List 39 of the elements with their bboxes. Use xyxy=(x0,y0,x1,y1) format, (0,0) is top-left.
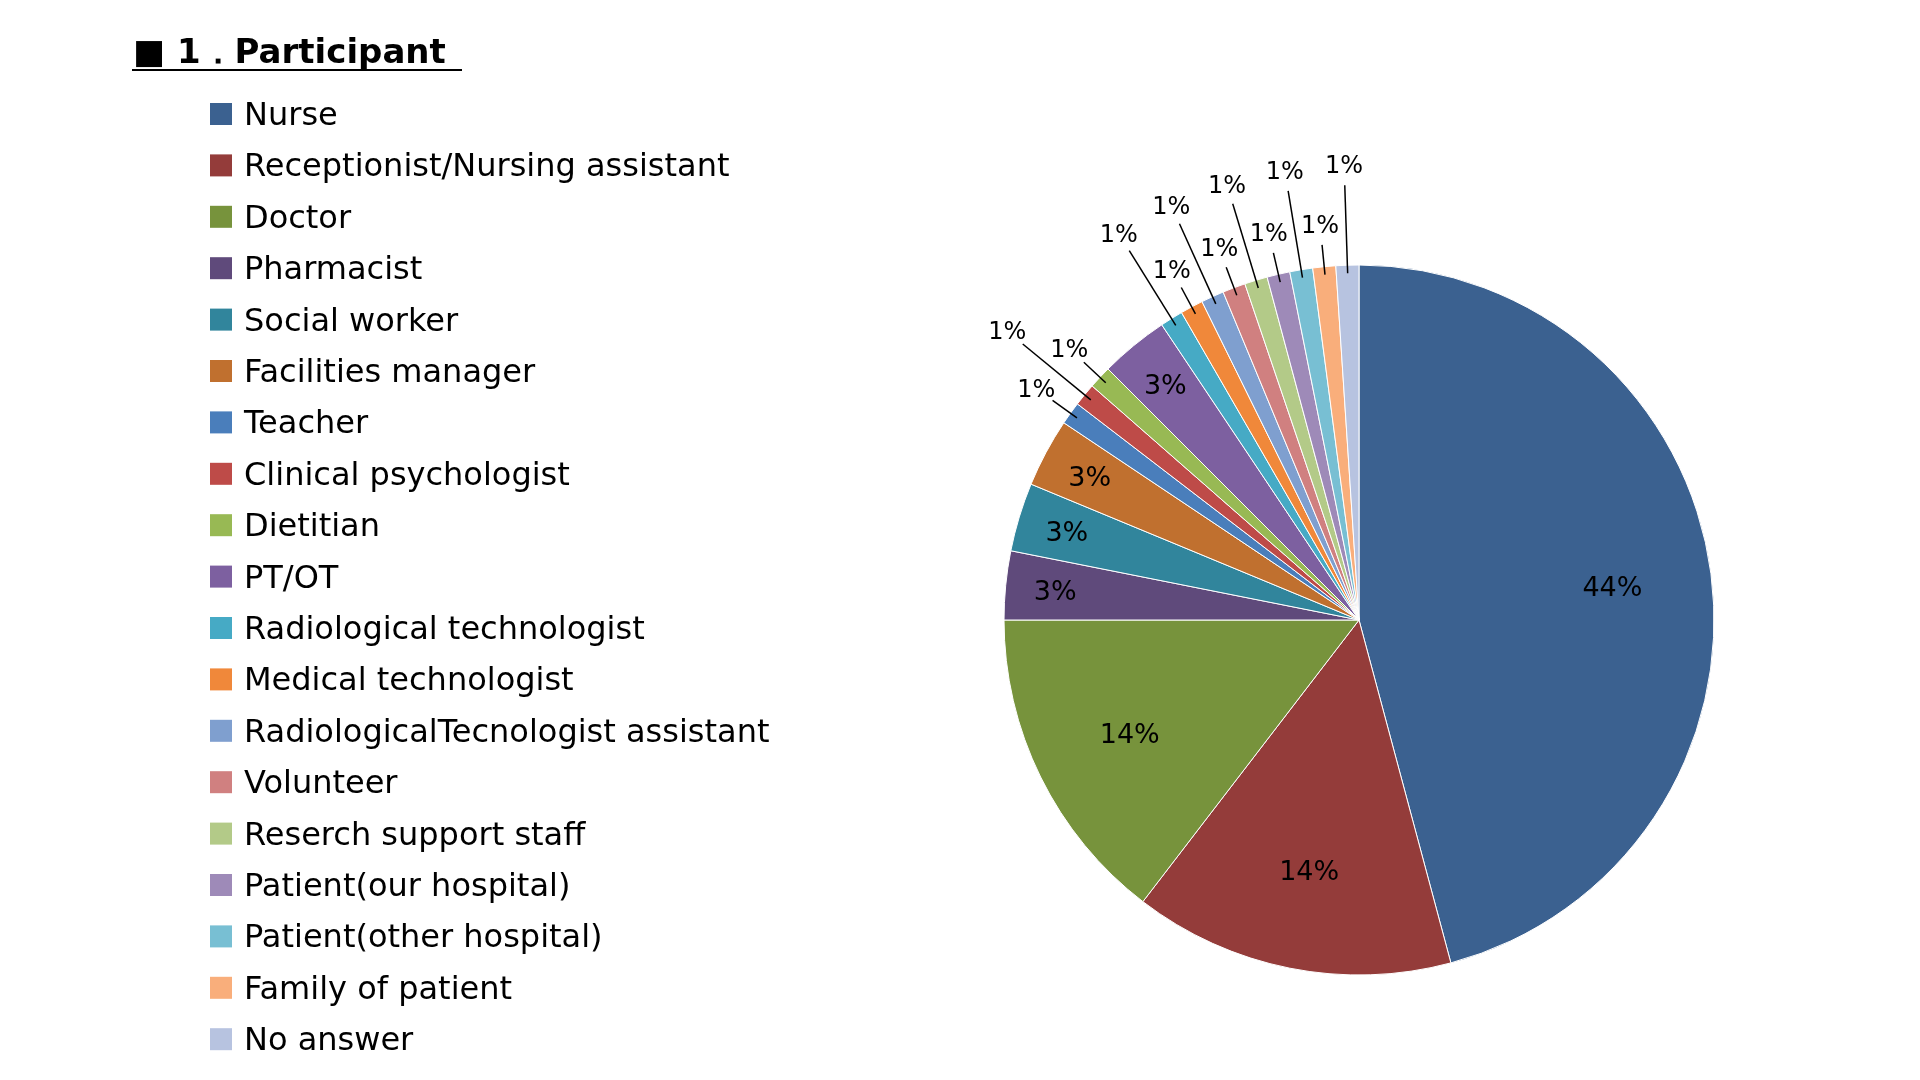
data-label: 1% xyxy=(988,317,1027,346)
legend-label: Nurse xyxy=(244,95,338,133)
legend-label: Medical technologist xyxy=(244,660,574,699)
legend-label: Receptionist/Nursing assistant xyxy=(244,146,730,185)
data-label: 3% xyxy=(1045,515,1089,547)
legend-label: Facilities manager xyxy=(244,352,536,390)
legend-label: Doctor xyxy=(244,197,352,236)
chart-title: ■ 1．Participant xyxy=(133,31,446,71)
legend-label: Social worker xyxy=(244,300,460,339)
data-label: 1% xyxy=(1200,234,1239,263)
data-label: 1% xyxy=(1152,255,1191,284)
legend-label: Patient(other hospital) xyxy=(244,917,603,956)
data-label: 3% xyxy=(1143,368,1187,400)
data-label: 1% xyxy=(1265,157,1304,186)
data-label: 1% xyxy=(1152,191,1191,220)
data-label: 44% xyxy=(1582,571,1643,603)
data-label: 14% xyxy=(1279,855,1340,887)
legend-label: Dietitian xyxy=(244,506,380,545)
legend-label: Volunteer xyxy=(244,763,399,802)
legend-label: Radiological technologist xyxy=(244,609,645,647)
legend-label: Patient(our hospital) xyxy=(244,866,571,904)
data-label: 14% xyxy=(1099,717,1160,749)
data-label: 1% xyxy=(1207,170,1246,199)
data-label: 3% xyxy=(1033,574,1077,606)
legend-label: Teacher xyxy=(243,403,369,442)
data-label: 1% xyxy=(1099,219,1138,248)
data-label: 3% xyxy=(1068,460,1112,492)
data-label: 1% xyxy=(1050,334,1089,363)
legend-label: Family of patient xyxy=(244,968,513,1007)
data-label: 1% xyxy=(1325,151,1364,180)
legend-label: PT/OT xyxy=(244,557,339,596)
data-label: 1% xyxy=(1249,219,1288,248)
legend-label: Reserch support staff xyxy=(244,814,587,853)
legend-label: Clinical psychologist xyxy=(244,454,570,493)
data-label: 1% xyxy=(1301,210,1340,239)
legend-label: Pharmacist xyxy=(244,249,423,288)
legend-label: No answer xyxy=(244,1020,415,1059)
data-label: 1% xyxy=(1017,374,1056,403)
legend-label: RadiologicalTecnologist assistant xyxy=(244,711,770,750)
